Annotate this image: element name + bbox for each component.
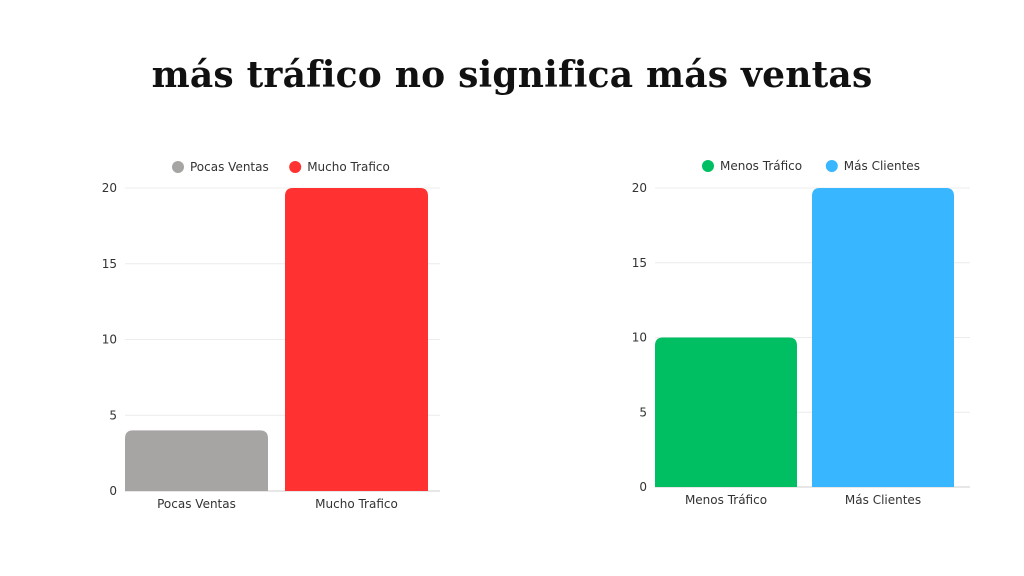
y-tick-label: 15 [102, 257, 117, 271]
legend-label[interactable]: Mucho Trafico [307, 160, 390, 174]
bar-mucho-trafico[interactable] [285, 188, 428, 491]
y-tick-label: 20 [102, 181, 117, 195]
x-tick-label: Pocas Ventas [157, 497, 236, 511]
x-tick-label: Menos Tráfico [685, 493, 767, 507]
y-tick-label: 5 [109, 408, 117, 422]
bar-más-clientes[interactable] [812, 188, 954, 487]
y-tick-label: 15 [632, 256, 647, 270]
page-title: más tráfico no significa más ventas [151, 54, 873, 96]
bar-menos-tráfico[interactable] [655, 337, 797, 488]
legend-label[interactable]: Más Clientes [844, 159, 920, 173]
y-tick-label: 10 [632, 331, 647, 345]
legend-label[interactable]: Menos Tráfico [720, 159, 802, 173]
y-tick-label: 10 [102, 333, 117, 347]
legend-swatch [825, 160, 838, 172]
x-tick-label: Mucho Trafico [315, 497, 398, 511]
y-tick-label: 5 [639, 405, 647, 419]
y-tick-label: 20 [632, 181, 647, 195]
x-tick-label: Más Clientes [845, 493, 921, 507]
y-tick-label: 0 [639, 480, 647, 494]
y-tick-label: 0 [109, 484, 117, 498]
bar-pocas-ventas[interactable] [125, 430, 268, 491]
legend-swatch [289, 161, 302, 173]
legend-label[interactable]: Pocas Ventas [190, 160, 269, 174]
legend-swatch [172, 161, 184, 173]
legend-swatch [702, 160, 714, 172]
